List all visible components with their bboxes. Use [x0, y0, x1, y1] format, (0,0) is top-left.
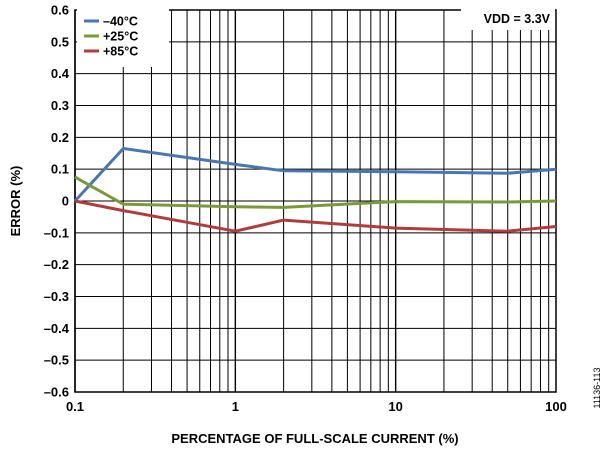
y-tick-label: 0.5	[51, 34, 69, 49]
y-axis-label: ERROR (%)	[8, 166, 23, 237]
x-tick-label: 1	[232, 399, 239, 414]
x-tick-label: 0.1	[66, 399, 84, 414]
legend-label: –40°C	[103, 15, 138, 29]
vdd-annotation: VDD = 3.3V	[484, 12, 551, 26]
legend: –40°C+25°C+85°C	[77, 9, 169, 67]
y-tick-label: –0.2	[44, 257, 69, 272]
legend-background	[77, 9, 169, 67]
y-tick-label: 0.2	[51, 130, 69, 145]
x-tick-label: 100	[545, 399, 567, 414]
legend-label: +85°C	[103, 45, 138, 59]
y-tick-label: –0.6	[44, 385, 69, 400]
y-tick-label: 0.3	[51, 98, 69, 113]
x-tick-labels: 0.1 1 10 100	[66, 399, 567, 414]
y-tick-label: –0.4	[44, 321, 70, 336]
y-tick-label: 0.6	[51, 3, 69, 18]
annotation-box: VDD = 3.3V	[461, 8, 555, 30]
y-tick-labels: 0.6 0.5 0.4 0.3 0.2 0.1 0 –0.1 –0.2 –0.3 –0.4 –0.5 –…	[44, 3, 70, 400]
annotation-background	[461, 8, 555, 30]
figure-id: 11136-113	[592, 367, 602, 408]
y-tick-label: –0.1	[44, 225, 69, 240]
x-tick-label: 10	[388, 399, 402, 414]
legend-label: +25°C	[103, 30, 138, 44]
series-line	[74, 199, 557, 233]
series-lines	[73, 147, 557, 233]
y-tick-label: 0.4	[51, 66, 70, 81]
y-tick-label: –0.3	[44, 289, 69, 304]
y-tick-label: 0.1	[51, 162, 69, 177]
y-tick-label: 0	[62, 194, 69, 209]
series-line	[74, 175, 557, 209]
x-axis-label: PERCENTAGE OF FULL-SCALE CURRENT (%)	[171, 431, 458, 446]
y-tick-label: –0.5	[44, 353, 69, 368]
series-line	[73, 147, 557, 203]
